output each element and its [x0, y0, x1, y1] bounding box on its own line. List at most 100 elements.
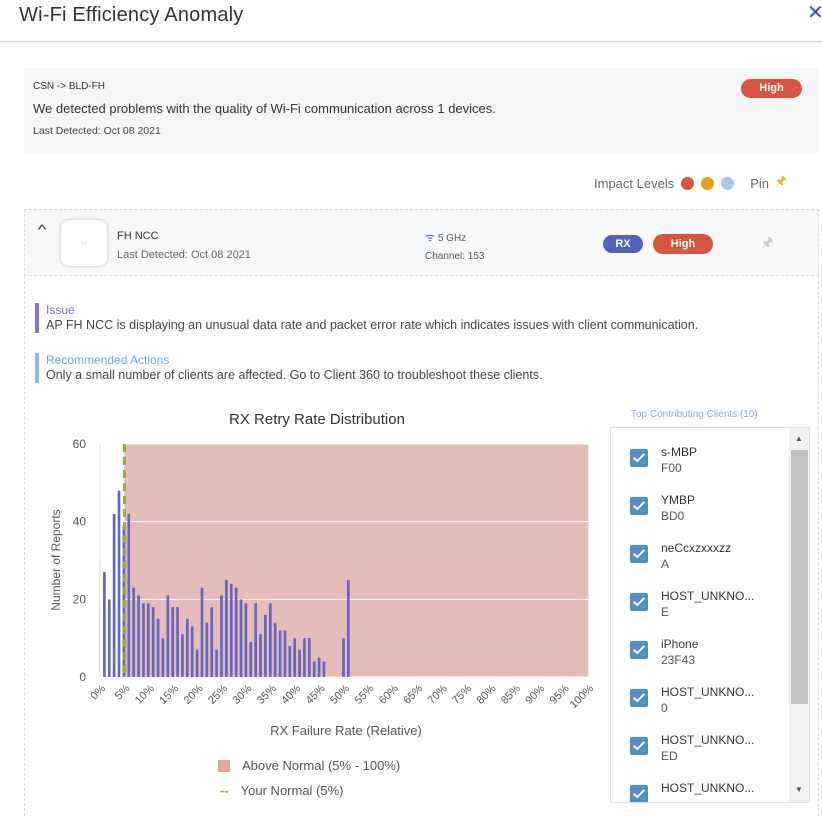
- bar[interactable]: [137, 595, 140, 677]
- bar[interactable]: [225, 579, 228, 677]
- bar[interactable]: [312, 661, 316, 677]
- legend-above-normal[interactable]: Above Normal (5% - 100%): [218, 758, 400, 773]
- severity-badge: High: [741, 79, 802, 98]
- bar[interactable]: [298, 649, 301, 677]
- bar[interactable]: [127, 513, 131, 677]
- bar[interactable]: [268, 603, 272, 677]
- bar[interactable]: [200, 587, 204, 677]
- bar[interactable]: [273, 622, 277, 677]
- bar[interactable]: [205, 622, 209, 677]
- clients-scrollbar[interactable]: ▲ ▼: [789, 428, 809, 802]
- client-checkbox[interactable]: [630, 689, 648, 707]
- bar[interactable]: [293, 638, 297, 677]
- bar[interactable]: [107, 599, 111, 677]
- bar[interactable]: [112, 513, 116, 677]
- bar[interactable]: [146, 603, 150, 677]
- bar[interactable]: [288, 645, 292, 677]
- legend-your-normal-label: Your Normal (5%): [240, 783, 344, 798]
- device-row[interactable]: ^ ▭ FH NCC Last Detected: Oct 08 2021 ᯤ …: [24, 209, 819, 276]
- bar[interactable]: [151, 607, 155, 677]
- bar[interactable]: [303, 638, 306, 677]
- impact-levels: Impact Levels Pin 🖈: [594, 172, 787, 194]
- bar[interactable]: [156, 618, 160, 677]
- bar[interactable]: [181, 634, 184, 677]
- bar[interactable]: [264, 614, 267, 677]
- x-tick-label: 15%: [157, 682, 181, 706]
- client-checkbox[interactable]: [630, 593, 648, 611]
- bar[interactable]: [190, 626, 194, 677]
- impact-dot-low[interactable]: [721, 176, 735, 190]
- bar[interactable]: [166, 595, 170, 677]
- bar[interactable]: [220, 595, 223, 677]
- close-icon[interactable]: ✕: [807, 2, 822, 24]
- impact-dot-medium[interactable]: [701, 176, 715, 190]
- device-severity-badge: High: [653, 234, 713, 254]
- bar[interactable]: [161, 638, 165, 677]
- client-checkbox[interactable]: [630, 545, 648, 563]
- client-checkbox[interactable]: [630, 449, 648, 467]
- bar[interactable]: [322, 661, 326, 677]
- bar[interactable]: [234, 587, 238, 677]
- bar[interactable]: [171, 607, 175, 677]
- client-name: HOST_UNKNO...: [661, 685, 755, 699]
- client-checkbox[interactable]: [630, 641, 648, 659]
- bar[interactable]: [103, 572, 106, 677]
- bar[interactable]: [307, 638, 311, 677]
- x-tick-label: 80%: [474, 682, 498, 706]
- x-tick-label: 100%: [568, 682, 597, 711]
- bar[interactable]: [132, 587, 136, 677]
- bar[interactable]: [249, 642, 253, 677]
- bar[interactable]: [244, 603, 248, 677]
- bar[interactable]: [347, 579, 350, 677]
- client-name: s-MBP: [661, 445, 697, 459]
- page-title: Wi-Fi Efficiency Anomaly: [19, 4, 244, 26]
- legend-your-normal[interactable]: -- Your Normal (5%): [218, 783, 344, 798]
- bar[interactable]: [283, 630, 287, 677]
- device-band: ᯤ 5 GHz: [425, 230, 466, 245]
- bar[interactable]: [117, 490, 121, 677]
- client-checkbox[interactable]: [630, 497, 648, 515]
- route-path: CSN -> BLD-FH: [33, 81, 105, 92]
- bar[interactable]: [254, 603, 258, 677]
- impact-dot-high[interactable]: [681, 176, 695, 190]
- x-tick-label: 90%: [523, 682, 547, 706]
- client-item[interactable]: iPhone 23F43: [611, 620, 789, 668]
- bar[interactable]: [195, 649, 199, 677]
- pin-label[interactable]: Pin: [750, 175, 769, 191]
- x-tick-label: 0%: [88, 682, 108, 702]
- chevron-up-icon[interactable]: ^: [37, 222, 47, 237]
- bar[interactable]: [142, 603, 145, 677]
- client-checkbox[interactable]: [630, 737, 648, 755]
- client-item[interactable]: YMBP BD0: [611, 476, 789, 524]
- access-point-image: ▭: [61, 220, 107, 266]
- bar[interactable]: [239, 599, 243, 677]
- scroll-down-icon[interactable]: ▼: [795, 785, 803, 794]
- top-clients-list: s-MBP F00 YMBP BD0 neCcxzxxxzz A HOST_UN…: [610, 427, 810, 803]
- client-item[interactable]: HOST_UNKNO... E: [611, 572, 789, 620]
- client-item[interactable]: HOST_UNKNO...: [611, 764, 789, 802]
- client-item[interactable]: HOST_UNKNO... ED: [611, 716, 789, 764]
- pin-icon[interactable]: 🖈: [775, 173, 788, 188]
- x-tick-label: 20%: [182, 682, 206, 706]
- bar[interactable]: [278, 630, 282, 677]
- bar[interactable]: [317, 657, 321, 677]
- device-pin-icon[interactable]: 🖈: [761, 234, 774, 250]
- device-name: FH NCC: [117, 230, 159, 242]
- scroll-thumb[interactable]: [791, 450, 808, 704]
- client-checkbox[interactable]: [630, 785, 648, 802]
- client-item[interactable]: s-MBP F00: [611, 428, 789, 476]
- client-name: YMBP: [661, 493, 696, 507]
- bar[interactable]: [210, 607, 214, 677]
- y-tick-label: 0: [79, 670, 86, 684]
- bar[interactable]: [259, 634, 262, 677]
- client-mac: BD0: [661, 509, 685, 523]
- client-item[interactable]: neCcxzxxxzz A: [611, 524, 789, 572]
- bar[interactable]: [342, 638, 345, 677]
- bar[interactable]: [185, 618, 189, 677]
- x-tick-label: 75%: [450, 682, 474, 706]
- client-item[interactable]: HOST_UNKNO... 0: [611, 668, 789, 716]
- scroll-up-icon[interactable]: ▲: [795, 434, 803, 443]
- bar[interactable]: [229, 583, 233, 677]
- bar[interactable]: [215, 649, 218, 677]
- bar[interactable]: [176, 607, 179, 677]
